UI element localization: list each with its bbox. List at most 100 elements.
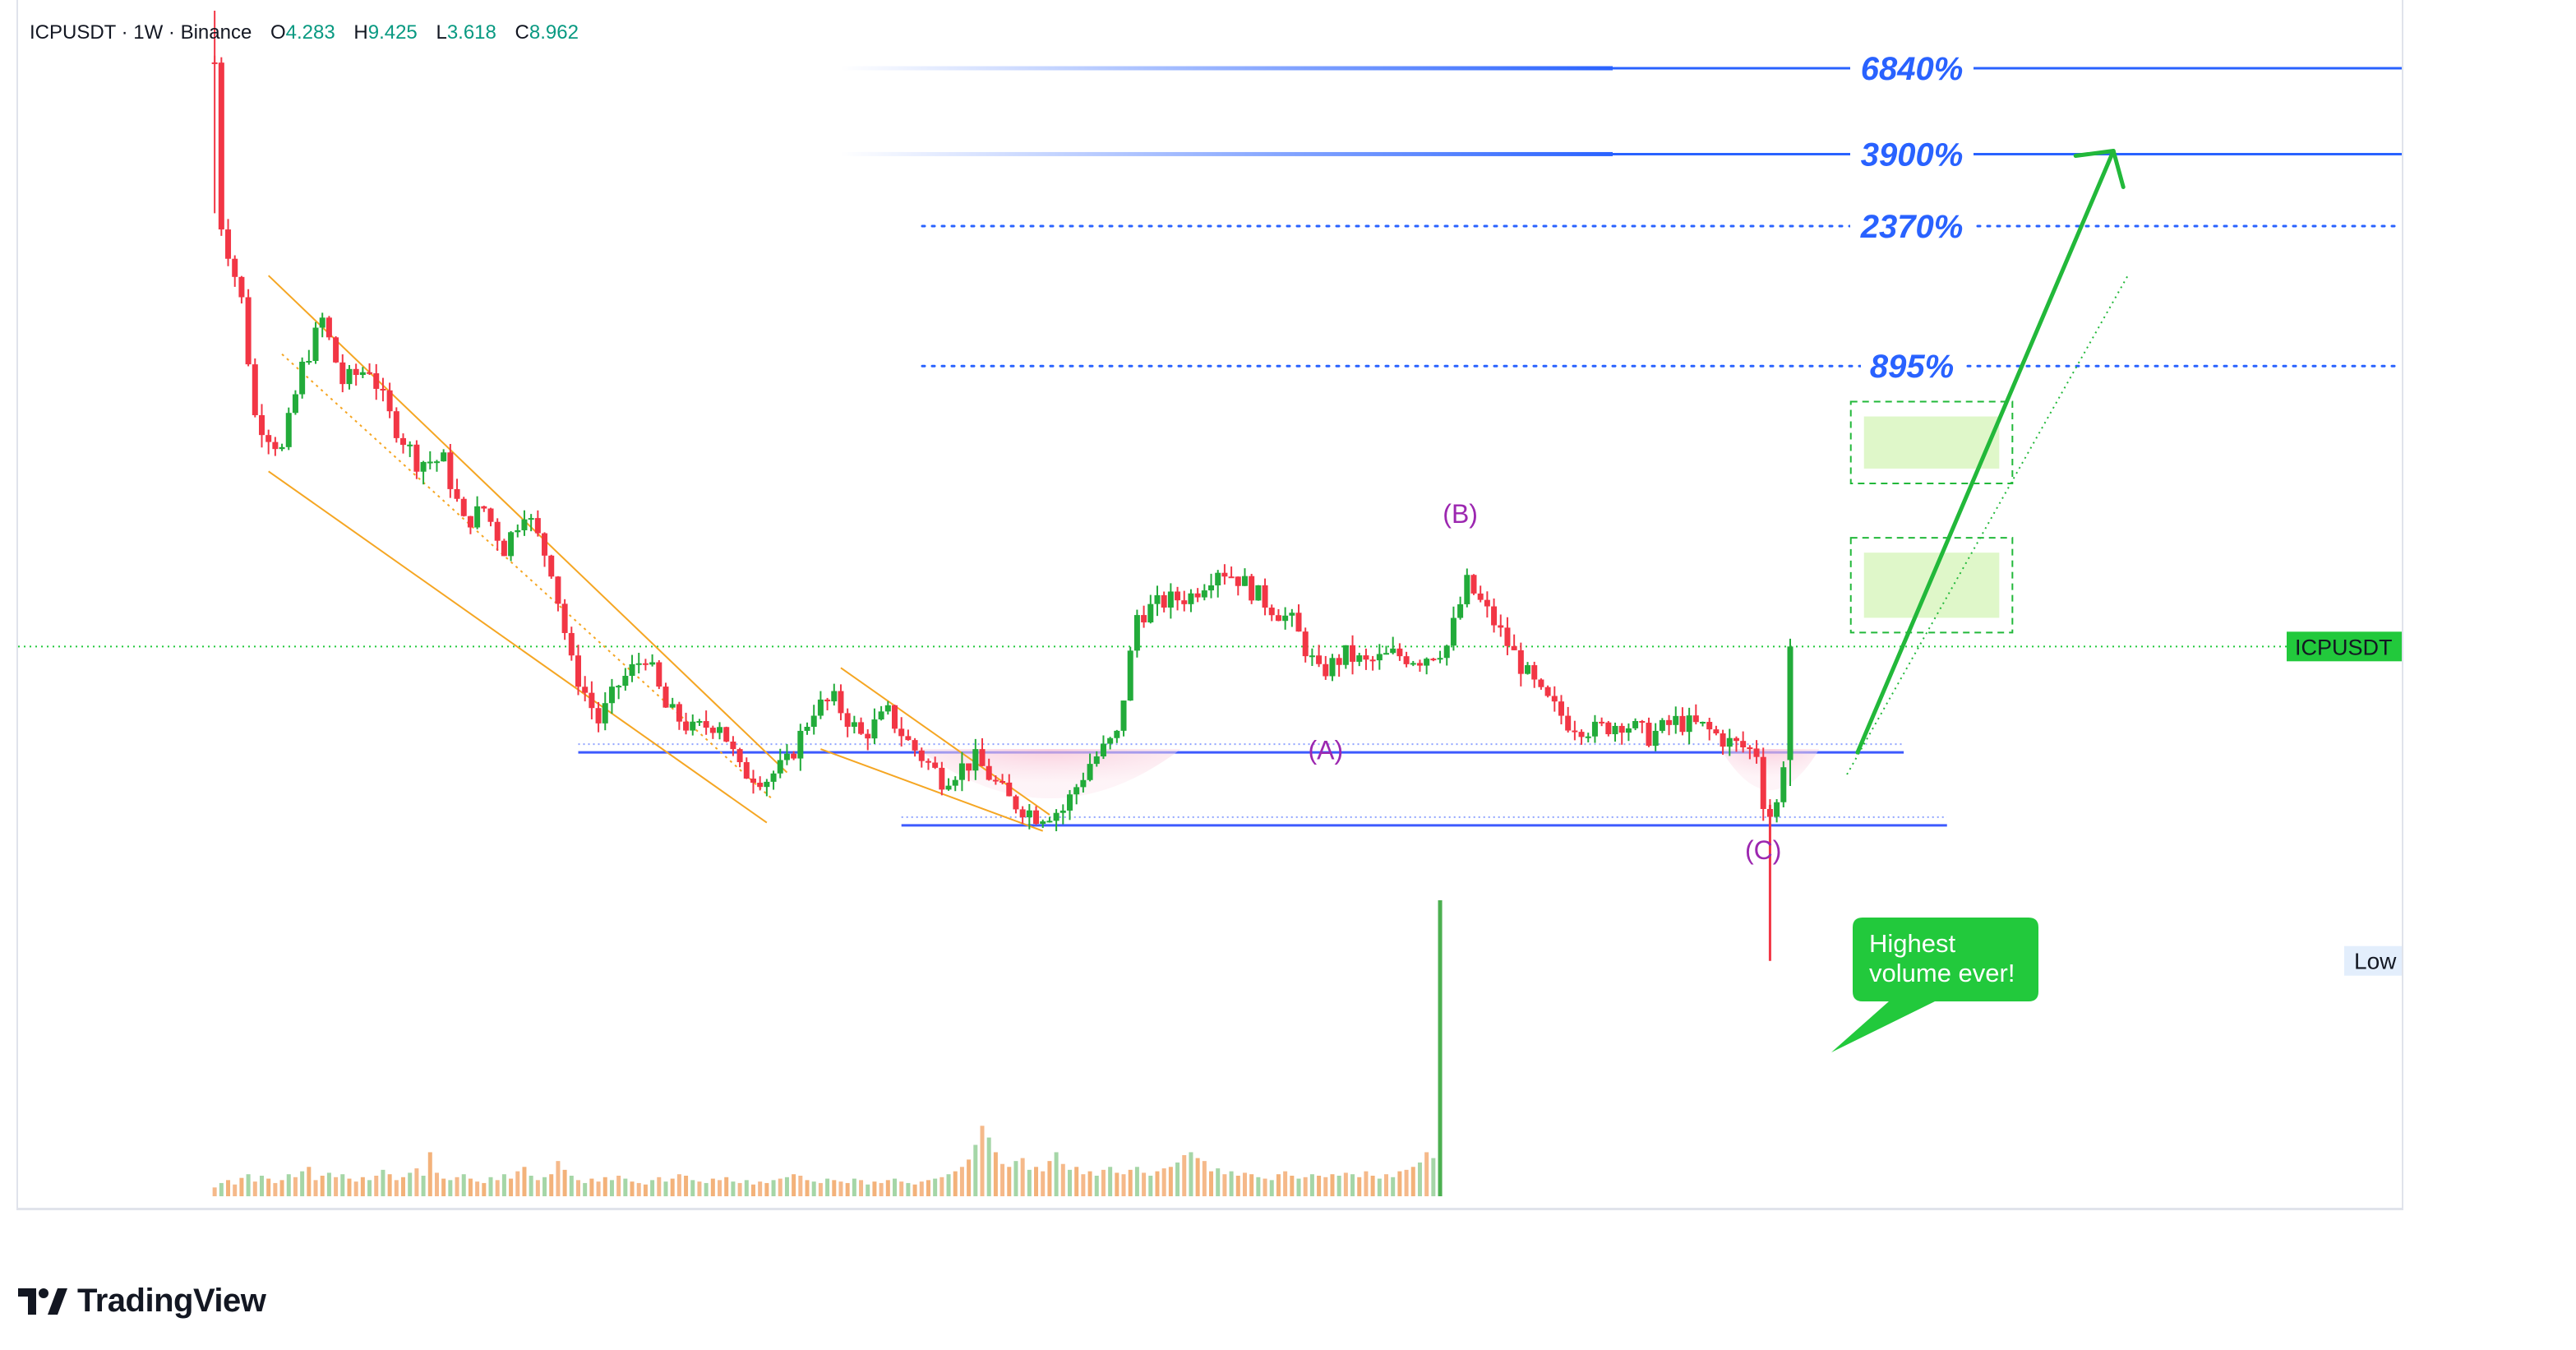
candle-body <box>865 733 871 739</box>
candle-body <box>1100 743 1106 757</box>
candle-body <box>447 452 454 489</box>
volume-bar <box>919 1181 924 1196</box>
volume-bar <box>427 1152 432 1196</box>
candle-body <box>1585 736 1591 738</box>
candle-body <box>1147 603 1154 623</box>
volume-bar <box>293 1177 298 1196</box>
volume-bar <box>501 1174 506 1196</box>
volume-bar <box>926 1180 930 1196</box>
candle-body <box>1175 591 1181 601</box>
candle-body <box>1558 701 1564 716</box>
volume-bar <box>879 1182 884 1196</box>
candle-body <box>838 691 844 714</box>
volume-bar <box>1027 1169 1032 1196</box>
volume-bar <box>1034 1167 1039 1196</box>
candle-body <box>1181 600 1188 604</box>
chart-legend: ICPUSDT · 1W · Binance O4.283 H9.425 L3.… <box>30 21 605 44</box>
candle-body <box>1572 730 1578 733</box>
current-price-badge-bg <box>2287 631 2402 662</box>
volume-bar <box>1108 1167 1113 1196</box>
candle-body <box>265 435 272 442</box>
candle-body <box>608 687 615 704</box>
candle-body <box>1410 663 1416 665</box>
candle-body <box>797 730 804 759</box>
candle-body <box>306 361 312 363</box>
volume-bar <box>434 1172 439 1196</box>
candle-body <box>1282 615 1289 622</box>
candle-body <box>407 444 413 446</box>
chart-canvas[interactable]: 6840% 3900% 2370% 895% (A) (B) (C) Highestvol… <box>18 0 2402 1209</box>
candle-body <box>1780 767 1787 802</box>
candle-body <box>1720 733 1726 747</box>
volume-bar <box>704 1182 709 1196</box>
candle-body <box>1753 748 1760 757</box>
volume-bar <box>1263 1178 1267 1196</box>
volume-bar <box>1121 1174 1126 1196</box>
volume-bar <box>421 1176 426 1196</box>
candle-body <box>413 444 420 472</box>
volume-bar <box>663 1181 668 1196</box>
candle-body <box>494 521 501 541</box>
volume-bar <box>657 1177 662 1196</box>
candle-body <box>690 721 696 731</box>
candle-body <box>696 721 703 724</box>
candle-body <box>1161 594 1167 608</box>
volume-bar <box>448 1180 453 1196</box>
candle-body <box>1033 810 1040 825</box>
candle-body <box>1235 576 1241 586</box>
tradingview-brand[interactable]: TradingView <box>18 1283 266 1320</box>
volume-bar <box>1256 1177 1261 1196</box>
volume-bar <box>1417 1162 1422 1196</box>
target-zone-frame <box>1849 537 2014 634</box>
candle-body <box>918 750 925 761</box>
candle-body <box>1275 615 1281 622</box>
candle-body <box>218 62 224 230</box>
candle-body <box>999 780 1006 783</box>
open-value: 4.283 <box>285 21 335 44</box>
volume-bar <box>859 1180 864 1196</box>
candle-body <box>1760 756 1766 809</box>
low-marker-bg <box>2344 945 2402 976</box>
volume-bar <box>872 1181 877 1196</box>
candle-body <box>346 368 353 385</box>
volume-bar <box>684 1176 689 1196</box>
candle-body <box>1551 696 1558 702</box>
volume-bar <box>1142 1172 1147 1196</box>
candle-body <box>1470 575 1477 594</box>
volume-bar <box>1067 1169 1072 1196</box>
candle-body <box>1133 615 1140 651</box>
low-value: 3.618 <box>446 21 496 44</box>
projection-arrow <box>1855 149 2116 755</box>
candle-body <box>925 761 931 763</box>
volume-bar <box>670 1178 675 1196</box>
low-label: L <box>436 21 447 44</box>
candle-body <box>1740 741 1747 747</box>
volume-bar <box>1384 1174 1389 1196</box>
candle-body <box>723 727 730 742</box>
candle-body <box>589 692 595 709</box>
candle-body <box>1646 723 1652 747</box>
candle-body <box>952 779 958 786</box>
candle-body <box>1040 821 1046 825</box>
volume-bar <box>556 1161 561 1196</box>
volume-bar <box>953 1171 958 1196</box>
candle-body <box>1376 654 1383 661</box>
candle-body <box>474 506 481 528</box>
callout-line-2: volume ever! <box>1869 959 2015 987</box>
volume-bar <box>959 1167 964 1196</box>
volume-bar <box>1000 1163 1005 1196</box>
candle-body <box>1369 659 1376 662</box>
candle-body <box>635 663 642 665</box>
chart-frame[interactable]: 6840% 3900% 2370% 895% (A) (B) (C) Highest vol… <box>16 0 2403 1210</box>
volume-bar <box>764 1182 769 1196</box>
candle-body <box>1774 802 1780 817</box>
volume-bar <box>347 1178 352 1196</box>
downtrend-channel-line <box>268 470 768 824</box>
current-price-symbol: ICPUSDT <box>2295 635 2393 659</box>
volume-bar <box>266 1178 271 1196</box>
candle-body <box>312 327 319 362</box>
candle-body <box>292 394 298 414</box>
volume-bar <box>414 1168 419 1196</box>
candle-body <box>898 728 905 737</box>
volume-bar <box>1323 1177 1328 1196</box>
